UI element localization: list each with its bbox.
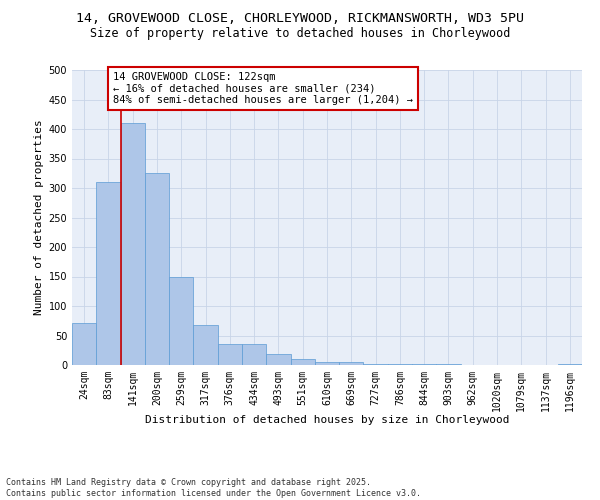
Bar [266,354,290,365]
Bar [218,344,242,365]
Bar [145,174,169,365]
X-axis label: Distribution of detached houses by size in Chorleywood: Distribution of detached houses by size … [145,415,509,425]
Bar [436,364,461,365]
Text: 14, GROVEWOOD CLOSE, CHORLEYWOOD, RICKMANSWORTH, WD3 5PU: 14, GROVEWOOD CLOSE, CHORLEYWOOD, RICKMA… [76,12,524,26]
Bar [388,364,412,365]
Bar [315,362,339,365]
Bar [242,344,266,365]
Y-axis label: Number of detached properties: Number of detached properties [34,120,44,316]
Text: Size of property relative to detached houses in Chorleywood: Size of property relative to detached ho… [90,28,510,40]
Bar [339,362,364,365]
Text: Contains HM Land Registry data © Crown copyright and database right 2025.
Contai: Contains HM Land Registry data © Crown c… [6,478,421,498]
Bar [72,323,96,365]
Bar [290,358,315,365]
Bar [558,364,582,365]
Bar [193,325,218,365]
Bar [412,364,436,365]
Text: 14 GROVEWOOD CLOSE: 122sqm
← 16% of detached houses are smaller (234)
84% of sem: 14 GROVEWOOD CLOSE: 122sqm ← 16% of deta… [113,72,413,105]
Bar [96,182,121,365]
Bar [121,123,145,365]
Bar [169,277,193,365]
Bar [364,364,388,365]
